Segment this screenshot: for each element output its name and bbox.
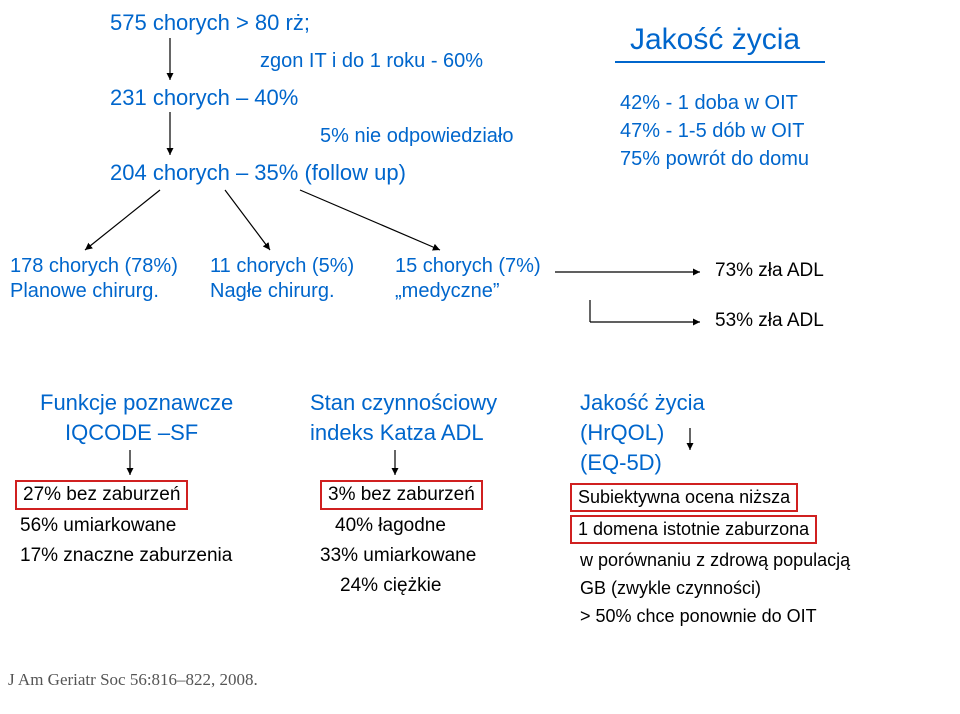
- col1-r2: 56% umiarkowane: [20, 515, 176, 537]
- branch-2-line-2: Nagłe chirurg.: [210, 280, 335, 303]
- col2-r4: 24% ciężkie: [340, 575, 441, 597]
- jakosc-zycia-heading: Jakość życia: [630, 23, 800, 57]
- branch-3-line-1: 15 chorych (7%): [395, 255, 541, 278]
- branch-1-line-2: Planowe chirurg.: [10, 280, 159, 303]
- col1-r3: 17% znaczne zaburzenia: [20, 545, 232, 567]
- branch-3-line-2: „medyczne”: [395, 280, 499, 303]
- right-top-line-3: 75% powrót do domu: [620, 148, 809, 171]
- right-top-line-2: 47% - 1-5 dób w OIT: [620, 120, 805, 143]
- col2-h1: Stan czynnościowy: [310, 390, 497, 416]
- col2-r1-box: 3% bez zaburzeń: [320, 480, 483, 510]
- col3-r1-box: Subiektywna ocena niższa: [570, 483, 798, 512]
- flow-node-575: 575 chorych > 80 rż;: [110, 10, 310, 36]
- col3-r3: w porównaniu z zdrową populacją: [580, 550, 850, 571]
- col3-r4: GB (zwykle czynności): [580, 578, 761, 599]
- branch-2-line-1: 11 chorych (5%): [210, 255, 354, 278]
- right-top-line-1: 42% - 1 doba w OIT: [620, 92, 798, 115]
- flow-label-zgon: zgon IT i do 1 roku - 60%: [260, 50, 483, 73]
- heading-underline: [615, 61, 825, 63]
- adl-line-1: 73% zła ADL: [715, 260, 824, 282]
- branch-1-line-1: 178 chorych (78%): [10, 255, 178, 278]
- col2-r2: 40% łagodne: [335, 515, 446, 537]
- col1-h2: IQCODE –SF: [65, 420, 198, 446]
- flow-node-204: 204 chorych – 35% (follow up): [110, 160, 406, 186]
- col2-h2: indeks Katza ADL: [310, 420, 484, 446]
- col3-r5: > 50% chce ponownie do OIT: [580, 606, 817, 627]
- citation: J Am Geriatr Soc 56:816–822, 2008.: [8, 670, 258, 690]
- col3-h2: (HrQOL): [580, 420, 664, 446]
- adl-line-2: 53% zła ADL: [715, 310, 824, 332]
- col1-h1: Funkcje poznawcze: [40, 390, 233, 416]
- col3-h1: Jakość życia: [580, 390, 705, 416]
- flow-node-231: 231 chorych – 40%: [110, 85, 298, 111]
- col3-h3: (EQ-5D): [580, 450, 662, 476]
- col3-r2-box: 1 domena istotnie zaburzona: [570, 515, 817, 544]
- flow-label-5pct: 5% nie odpowiedziało: [320, 125, 513, 148]
- col2-r3: 33% umiarkowane: [320, 545, 476, 567]
- col1-r1-box: 27% bez zaburzeń: [15, 480, 188, 510]
